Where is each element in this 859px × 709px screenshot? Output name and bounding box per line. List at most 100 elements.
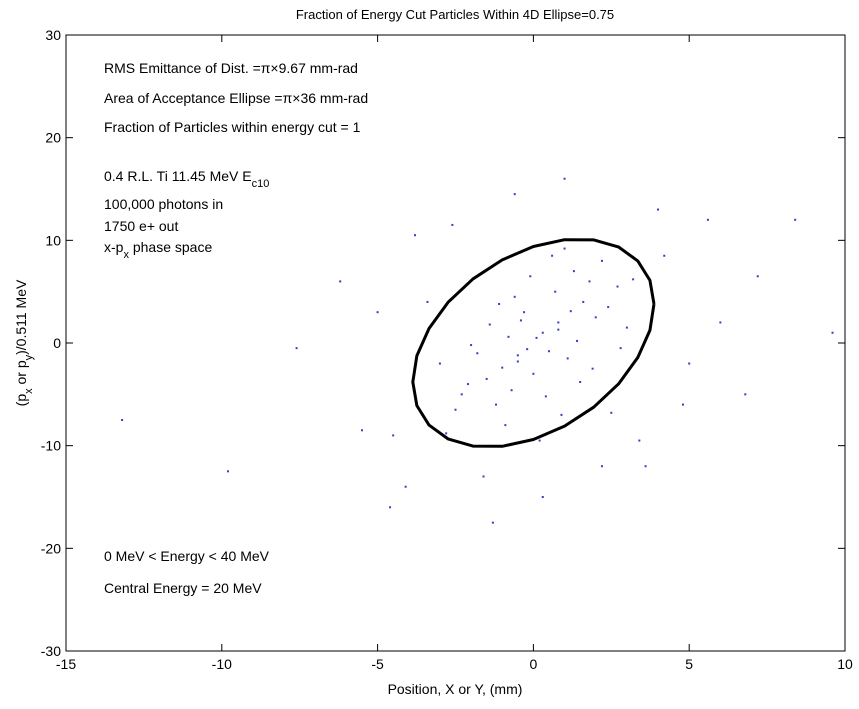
scatter-point: [610, 411, 613, 414]
scatter-point: [632, 278, 635, 281]
scatter-point: [339, 280, 342, 283]
scatter-point: [535, 336, 538, 339]
text-part: Area of Acceptance Ellipse =π×36 mm-rad: [104, 90, 368, 106]
scatter-point: [538, 439, 541, 442]
scatter-point: [547, 350, 550, 353]
scatter-point: [551, 254, 554, 257]
scatter-point: [557, 328, 560, 331]
scatter-point: [569, 310, 572, 313]
scatter-point: [619, 347, 622, 350]
scatter-point: [466, 383, 469, 386]
scatter-point: [663, 254, 666, 257]
annotation: RMS Emittance of Dist. =π×9.67 mm-rad: [104, 60, 358, 76]
annotation: 100,000 photons in: [104, 196, 223, 212]
scatter-point: [600, 465, 603, 468]
scatter-point: [706, 218, 709, 221]
text-part: )/0.511 MeV: [13, 279, 29, 355]
text-part: or p: [13, 360, 29, 388]
scatter-point: [470, 344, 473, 347]
scatter-point: [454, 408, 457, 411]
scatter-point: [831, 331, 834, 334]
scatter-point: [491, 521, 494, 524]
annotation: Central Energy = 20 MeV: [104, 580, 262, 596]
x-tick-label: 0: [530, 656, 538, 672]
scatter-point: [227, 470, 230, 473]
annotation: Area of Acceptance Ellipse =π×36 mm-rad: [104, 90, 368, 106]
scatter-point: [516, 360, 519, 363]
scatter-point: [485, 377, 488, 380]
scatter-point: [495, 403, 498, 406]
scatter-point: [501, 366, 504, 369]
text-part: 0.4 R.L. Ti 11.45 MeV E: [104, 168, 252, 184]
scatter-point: [504, 424, 507, 427]
scatter-point: [794, 218, 797, 221]
scatter-point: [121, 419, 124, 421]
annotation: 0.4 R.L. Ti 11.45 MeV Ec10: [104, 168, 269, 190]
scatter-point: [744, 393, 747, 396]
scatter-point: [523, 311, 526, 314]
subscript: x: [23, 388, 35, 394]
plot-frame: [65, 34, 846, 652]
scatter-point: [544, 395, 547, 398]
text-part: x-p: [104, 239, 124, 255]
y-tick-label: 20: [45, 130, 61, 146]
acceptance-ellipse: [411, 238, 656, 448]
scatter-point: [507, 335, 510, 338]
y-tick-label: 10: [45, 232, 61, 248]
scatter-point: [607, 306, 610, 309]
scatter-point: [516, 354, 519, 357]
scatter-point: [557, 321, 560, 324]
scatter-point: [756, 275, 759, 278]
scatter-point: [541, 496, 544, 498]
scatter-point: [498, 302, 501, 305]
chart-title: Fraction of Energy Cut Particles Within …: [296, 7, 614, 22]
y-tick-label: 30: [45, 27, 61, 43]
annotation: 0 MeV < Energy < 40 MeV: [104, 548, 270, 564]
text-part: Fraction of Particles within energy cut …: [104, 119, 361, 135]
annotation: x-px phase space: [104, 239, 212, 261]
text-part: 1750 e+ out: [104, 218, 178, 234]
scatter-point: [426, 300, 429, 303]
subscript: x: [123, 249, 129, 261]
scatter-point: [513, 193, 516, 196]
text-part: 0 MeV < Energy < 40 MeV: [104, 548, 270, 564]
scatter-point: [451, 223, 454, 226]
scatter-point: [541, 331, 544, 334]
scatter-point: [644, 465, 647, 468]
scatter-point: [681, 403, 684, 406]
scatter-point: [361, 429, 364, 432]
y-tick-label: -10: [41, 438, 61, 454]
scatter-point: [560, 413, 563, 416]
scatter-point: [594, 316, 597, 319]
x-tick-label: -5: [371, 656, 384, 672]
scatter-point: [566, 357, 569, 360]
y-axis-label: (px or py)/0.511 MeV: [13, 279, 35, 406]
scatter-point: [510, 389, 513, 392]
x-tick-label: 10: [837, 656, 853, 672]
scatter-point: [563, 177, 566, 180]
scatter-point: [532, 372, 535, 375]
scatter-point: [657, 208, 660, 211]
scatter-point: [529, 275, 532, 278]
y-tick-label: -30: [41, 643, 61, 659]
scatter-point: [688, 362, 691, 365]
annotation: Fraction of Particles within energy cut …: [104, 119, 361, 135]
scatter-point: [625, 326, 628, 329]
scatter-point: [476, 352, 479, 355]
y-tick-label: 0: [53, 335, 61, 351]
text-part: Central Energy = 20 MeV: [104, 580, 262, 596]
scatter-point: [582, 300, 585, 303]
scatter-point: [445, 432, 448, 435]
scatter-point: [563, 247, 566, 250]
y-tick-label: -20: [41, 540, 61, 556]
x-tick-label: -10: [212, 656, 232, 672]
x-tick-label: -15: [56, 656, 76, 672]
scatter-point: [616, 285, 619, 288]
scatter-point: [591, 367, 594, 370]
scatter-point: [404, 485, 407, 488]
scatter-point: [519, 319, 522, 322]
scatter-point: [392, 434, 395, 437]
annotation: 1750 e+ out: [104, 218, 178, 234]
scatter-point: [719, 321, 722, 324]
